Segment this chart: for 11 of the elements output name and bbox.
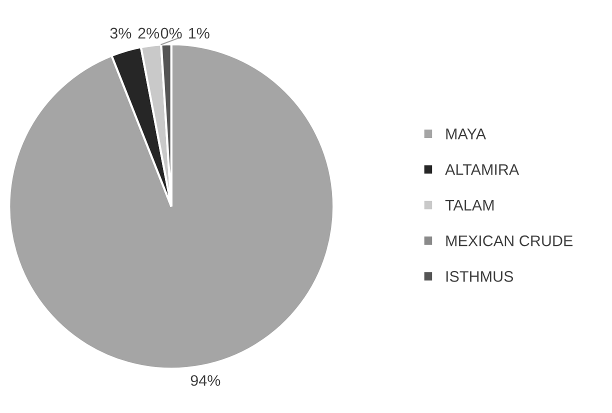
data-label: 94% <box>190 375 220 386</box>
pie-slice <box>8 43 335 370</box>
data-label: 2% <box>138 28 160 39</box>
legend-label: MAYA <box>446 128 486 140</box>
legend-label: ISTHMUS <box>446 271 514 282</box>
legend-label: MEXICAN CRUDE <box>446 235 573 246</box>
legend-label: TALAM <box>445 200 494 210</box>
text: 0% <box>160 28 182 39</box>
legend-label: ALTAMIRA <box>445 164 520 175</box>
data-label: 1% <box>189 28 210 39</box>
data-label: 3% <box>110 28 132 39</box>
